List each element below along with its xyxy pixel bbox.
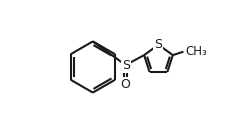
Text: S: S	[122, 59, 130, 72]
Text: CH₃: CH₃	[185, 44, 207, 57]
Text: S: S	[154, 38, 162, 51]
Text: O: O	[121, 78, 130, 91]
